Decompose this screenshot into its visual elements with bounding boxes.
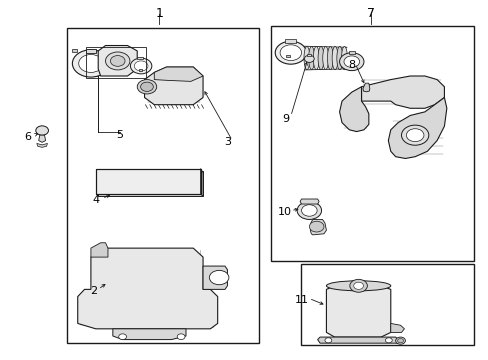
Ellipse shape [308,46,314,70]
Text: 8: 8 [347,60,355,70]
Circle shape [325,338,331,343]
Circle shape [301,205,317,216]
Bar [271,26,473,261]
Polygon shape [300,199,319,204]
Polygon shape [144,67,203,105]
Circle shape [349,279,366,292]
Text: 9: 9 [282,114,289,124]
Polygon shape [39,135,45,142]
Text: 10: 10 [277,207,291,217]
Bar [66,28,259,343]
Circle shape [141,82,153,91]
Polygon shape [361,76,444,108]
Circle shape [280,45,301,60]
Circle shape [134,61,148,71]
Ellipse shape [304,46,309,70]
Ellipse shape [313,46,319,70]
Bar [306,54,310,55]
Circle shape [401,125,428,145]
Circle shape [119,334,126,339]
Bar [86,49,96,53]
Bar [139,69,142,71]
Text: 2: 2 [90,286,97,296]
Circle shape [72,50,109,77]
Circle shape [297,202,321,220]
Polygon shape [362,83,369,92]
Circle shape [110,55,125,66]
Text: 4: 4 [92,195,99,205]
Circle shape [79,54,103,72]
Polygon shape [387,98,446,158]
Bar [348,51,354,54]
Ellipse shape [322,46,328,70]
Circle shape [353,282,363,289]
Circle shape [395,337,405,344]
Text: 1: 1 [155,7,163,20]
Polygon shape [326,286,390,337]
Bar [137,57,143,59]
Text: 5: 5 [117,130,123,140]
Circle shape [177,334,184,339]
Text: 7: 7 [366,7,374,20]
Ellipse shape [327,46,333,70]
Polygon shape [98,45,137,76]
Polygon shape [203,266,227,289]
Polygon shape [310,220,326,235]
Circle shape [406,129,423,141]
Polygon shape [37,143,47,147]
Polygon shape [154,67,203,81]
Text: 6: 6 [24,132,31,142]
Ellipse shape [326,281,390,291]
Circle shape [275,41,306,64]
Circle shape [397,338,403,343]
Bar [96,168,200,194]
Circle shape [339,53,363,71]
Circle shape [385,338,391,343]
Circle shape [309,221,324,232]
Polygon shape [339,87,368,132]
Circle shape [209,270,228,285]
Circle shape [36,126,48,135]
Polygon shape [78,248,217,329]
Bar [72,49,77,52]
Ellipse shape [317,46,323,70]
Polygon shape [317,337,397,343]
Circle shape [137,80,157,94]
Circle shape [304,55,314,62]
Bar [285,40,296,42]
Ellipse shape [331,46,337,70]
Circle shape [343,56,359,67]
Bar [85,47,146,78]
Text: 3: 3 [224,138,230,147]
Polygon shape [91,243,108,257]
Bar [286,55,290,57]
Bar [96,168,200,194]
Ellipse shape [336,46,342,70]
Bar [300,264,473,345]
Polygon shape [113,329,185,339]
Ellipse shape [341,46,346,70]
Bar [98,171,203,196]
Circle shape [105,52,130,70]
Circle shape [130,58,152,74]
Text: 11: 11 [294,295,308,305]
Polygon shape [200,168,203,196]
Polygon shape [390,323,404,332]
